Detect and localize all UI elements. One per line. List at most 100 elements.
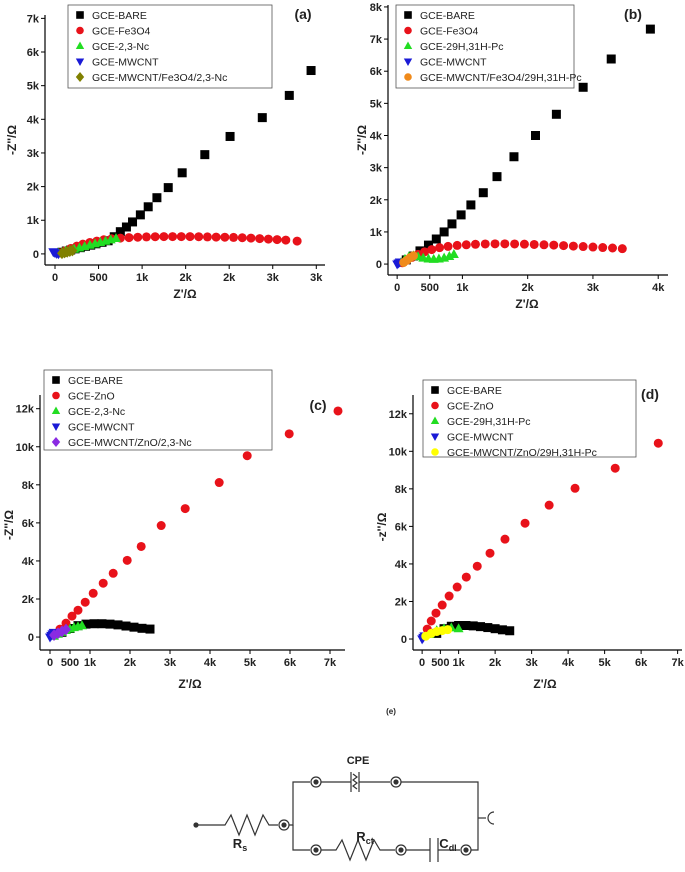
point <box>98 578 108 588</box>
point <box>531 131 541 140</box>
cpe-arrow <box>352 773 358 790</box>
point <box>281 235 291 245</box>
x-tick-label: 1k <box>452 657 465 669</box>
point <box>150 232 160 242</box>
point <box>176 232 186 242</box>
x-tick-label: 2k <box>180 272 193 284</box>
x-tick-label: 3k <box>310 272 323 284</box>
circuit <box>193 772 495 862</box>
label-sub: dl <box>449 843 457 853</box>
panel-label: (d) <box>641 386 659 402</box>
point <box>443 625 453 635</box>
legend-marker <box>51 437 61 447</box>
wire <box>292 825 310 851</box>
point <box>470 239 480 249</box>
legend-marker <box>404 26 412 35</box>
legend-marker <box>431 448 439 456</box>
chart: 0 500 1k 2k 3k 4k 5k 6k 7k 0 2k 4k 6k 8k 10k 12k Z'/Ω -Z'… <box>2 369 345 691</box>
point <box>492 172 502 182</box>
point <box>272 235 282 245</box>
legend-box <box>67 4 273 89</box>
legend-marker <box>403 41 413 50</box>
legend-label: GCE-MWCNT <box>68 422 135 434</box>
series <box>421 625 453 641</box>
point <box>476 622 486 632</box>
x-tick-label: 3k <box>587 282 600 294</box>
x-axis-title: Z'/Ω <box>533 677 557 691</box>
point <box>427 245 437 255</box>
series <box>57 244 78 260</box>
point <box>519 239 529 249</box>
legend-box <box>422 379 637 458</box>
x-tick-label: 2k <box>223 272 236 284</box>
point <box>610 463 620 473</box>
chart: 0 500 1k 2k 2k 3k 3k 0 1k 2k 3k 4k 5k 6k 7k Z'/Ω -Z''/Ω (… <box>5 4 325 301</box>
x-tick-label: 0 <box>47 657 53 669</box>
point <box>578 82 588 92</box>
legend-marker <box>430 416 440 425</box>
y-tick-label: 4k <box>27 114 40 126</box>
panel-label: (e) <box>386 707 396 716</box>
x-tick-label: 1k <box>136 272 149 284</box>
label-main: R <box>233 836 243 851</box>
point <box>88 588 98 598</box>
point <box>529 239 539 249</box>
legend-marker <box>51 423 61 432</box>
point <box>452 582 462 592</box>
y-tick-label: 7k <box>27 13 40 25</box>
point <box>80 597 90 607</box>
legend-marker <box>431 401 439 410</box>
point <box>509 152 519 162</box>
point <box>136 541 146 551</box>
point <box>539 240 549 250</box>
point <box>61 618 71 628</box>
y-tick-label: 10k <box>16 442 35 454</box>
x-tick-label: 6k <box>284 657 297 669</box>
point <box>284 90 294 100</box>
x-tick-label: 2k <box>522 282 535 294</box>
point <box>177 168 187 178</box>
panel-label: (c) <box>309 397 326 413</box>
point <box>578 242 588 252</box>
y-axis-title: -Z''/Ω <box>5 125 19 155</box>
point <box>61 623 71 636</box>
y-tick-label: 3k <box>370 163 383 175</box>
point <box>105 619 115 629</box>
x-tick-label: 500 <box>431 657 449 669</box>
point <box>420 247 430 257</box>
y-tick-label: 8k <box>370 2 383 14</box>
point <box>490 624 500 634</box>
point <box>246 233 256 243</box>
x-tick-label: 0 <box>419 657 425 669</box>
node <box>313 779 319 785</box>
legend-marker <box>76 26 84 35</box>
label-main: R <box>356 829 366 844</box>
node <box>313 847 319 853</box>
cpe-label: CPE <box>347 755 370 767</box>
point <box>437 600 447 610</box>
x-tick-label: 2k <box>124 657 137 669</box>
legend-label: GCE-2,3-Nc <box>68 406 125 418</box>
point <box>143 202 153 212</box>
legend-label: GCE-BARE <box>92 10 147 22</box>
point <box>505 626 515 636</box>
legend-label: GCE-BARE <box>420 10 475 22</box>
y-tick-label: 4k <box>22 556 35 568</box>
y-tick-label: 1k <box>370 227 383 239</box>
point <box>544 500 554 510</box>
wire <box>289 781 310 826</box>
y-tick-label: 2k <box>395 596 408 608</box>
x-axis-title: Z'/Ω <box>178 677 202 691</box>
legend-label: GCE-MWCNT/Fe3O4/29H,31H-Pc <box>420 72 582 84</box>
legend-label: GCE-ZnO <box>447 401 494 413</box>
y-tick-label: 4k <box>370 131 383 143</box>
y-tick-label: 10k <box>389 446 408 458</box>
point <box>185 232 195 242</box>
legend-label: GCE-2,3-Nc <box>92 41 149 53</box>
x-tick-label: 500 <box>89 272 107 284</box>
legend: GCE-BARE GCE-Fe3O4 GCE-29H,31H-Pc GCE-MWCNT… <box>395 4 582 89</box>
legend-label: GCE-Fe3O4 <box>92 26 151 38</box>
legend-marker <box>431 386 439 394</box>
x-tick-label: 5k <box>598 657 611 669</box>
x-tick-label: 7k <box>671 657 684 669</box>
